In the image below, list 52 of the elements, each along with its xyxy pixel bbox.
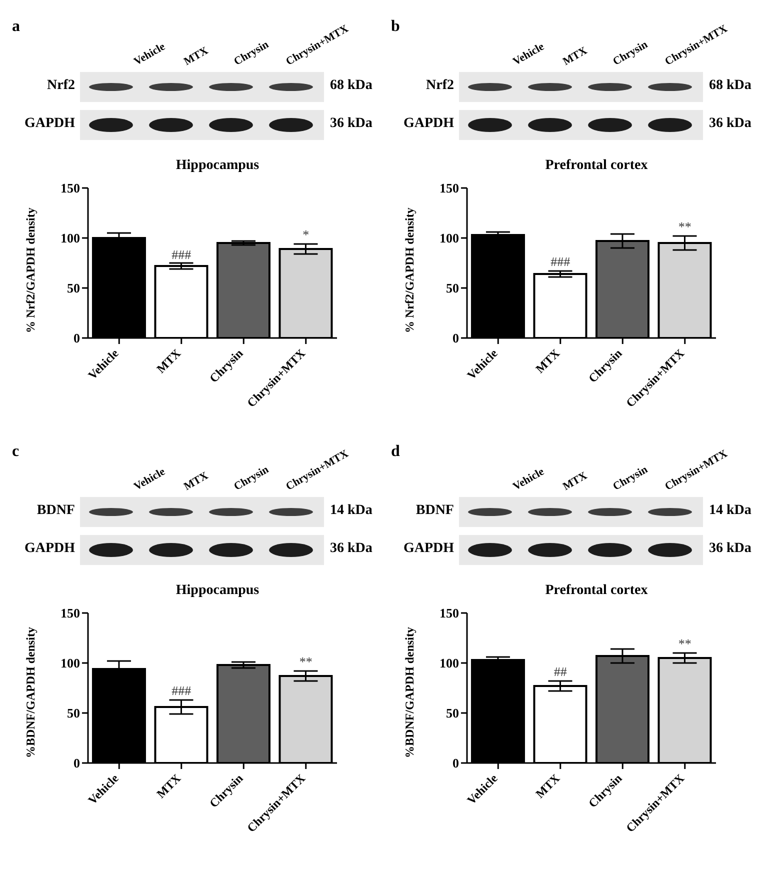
text: 68 kDa <box>330 78 372 94</box>
chart-title: Prefrontal cortex <box>544 158 649 175</box>
y-tick-label: 100 <box>440 656 459 671</box>
text: 36 kDa <box>330 116 372 132</box>
text: 36 kDa <box>330 541 372 557</box>
y-tick-label: 0 <box>74 330 80 346</box>
y-tick-label: 150 <box>60 606 80 621</box>
text: BDNF <box>416 503 454 519</box>
annotation: ## <box>554 664 568 679</box>
text: BDNF <box>36 503 75 519</box>
annotation: ** <box>299 654 312 669</box>
y-tick-label: 0 <box>452 756 459 771</box>
annotation: ### <box>172 247 192 262</box>
text: b <box>391 18 400 36</box>
text: Nrf2 <box>426 78 454 94</box>
text: a <box>12 18 20 36</box>
y-tick-label: 50 <box>446 280 459 296</box>
y-tick-label: 0 <box>74 756 80 771</box>
annotation: * <box>302 227 310 242</box>
y-tick-label: 150 <box>440 180 459 196</box>
y-tick-label: 50 <box>446 706 459 721</box>
text: 36 kDa <box>709 116 752 132</box>
y-tick-label: 100 <box>440 230 459 246</box>
text: c <box>12 443 20 461</box>
text: GAPDH <box>403 541 454 557</box>
annotation: ** <box>678 219 692 234</box>
y-axis-title: %BDNF/GAPDH density <box>23 626 38 758</box>
annotation: ** <box>678 636 692 651</box>
annotation: ### <box>172 683 192 698</box>
y-axis-title: % Nrf2/GAPDH density <box>402 208 416 333</box>
y-tick-label: 150 <box>440 606 459 621</box>
y-axis-title: % Nrf2/GAPDH density <box>23 208 38 333</box>
text: GAPDH <box>403 116 454 132</box>
text: 14 kDa <box>709 503 752 519</box>
text: d <box>391 443 400 461</box>
text: Nrf2 <box>47 78 75 94</box>
text: 14 kDa <box>330 503 372 519</box>
y-tick-label: 0 <box>452 330 459 346</box>
chart-title: Prefrontal cortex <box>544 583 649 600</box>
y-tick-label: 50 <box>67 706 80 721</box>
text: GAPDH <box>24 541 75 557</box>
y-tick-label: 100 <box>60 230 80 246</box>
chart-title: Hippocampus <box>174 158 260 175</box>
text: 68 kDa <box>709 78 752 94</box>
y-tick-label: 150 <box>60 180 80 196</box>
chart-title: Hippocampus <box>174 583 260 600</box>
text: 36 kDa <box>709 541 752 557</box>
annotation: ### <box>550 254 571 269</box>
y-tick-label: 50 <box>67 280 80 296</box>
text: GAPDH <box>24 116 75 132</box>
y-axis-title: %BDNF/GAPDH density <box>402 626 416 758</box>
y-tick-label: 100 <box>60 656 80 671</box>
